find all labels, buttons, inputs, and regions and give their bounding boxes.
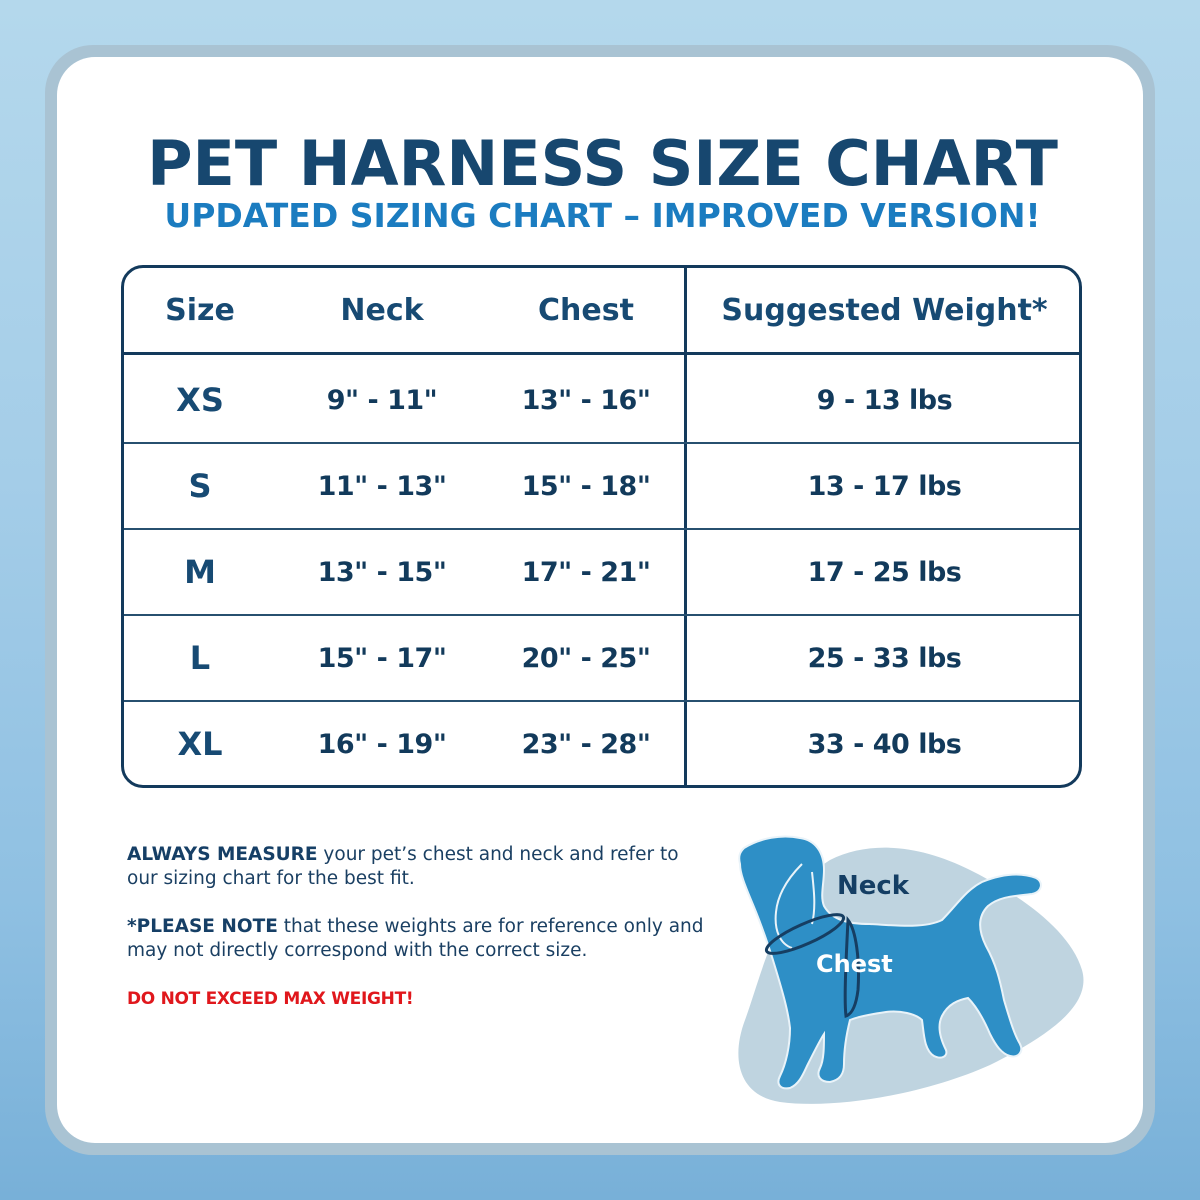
dog-measurement-icon xyxy=(720,820,1100,1120)
measure-note-bold: ALWAYS MEASURE xyxy=(127,844,318,865)
cell-weight: 17 - 25 lbs xyxy=(807,556,962,588)
chest-label: Chest xyxy=(816,950,893,978)
cell-size: M xyxy=(184,553,216,591)
cell-size: S xyxy=(188,467,212,505)
cell-size: XL xyxy=(177,725,223,763)
cell-chest: 15" - 18" xyxy=(521,470,651,502)
size-table: Size Neck Chest Suggested Weight* XS 9" … xyxy=(121,265,1082,788)
weight-note: *PLEASE NOTE that these weights are for … xyxy=(127,915,707,963)
cell-size: XS xyxy=(176,381,224,419)
table-row: XS 9" - 11" 13" - 16" 9 - 13 lbs xyxy=(124,358,1079,444)
column-divider xyxy=(684,268,687,785)
measure-note: ALWAYS MEASURE your pet’s chest and neck… xyxy=(127,843,707,891)
ear-line xyxy=(774,863,803,949)
cell-neck: 16" - 19" xyxy=(317,728,447,760)
column-header-chest: Chest xyxy=(538,292,634,328)
table-row: XL 16" - 19" 23" - 28" 33 - 40 lbs xyxy=(124,702,1079,785)
neck-loop xyxy=(764,913,846,955)
cell-neck: 13" - 15" xyxy=(317,556,447,588)
cell-weight: 9 - 13 lbs xyxy=(816,384,953,416)
cell-size: L xyxy=(189,639,211,677)
sizing-notes: ALWAYS MEASURE your pet’s chest and neck… xyxy=(127,843,707,1035)
column-header-neck: Neck xyxy=(340,292,424,328)
cell-chest: 23" - 28" xyxy=(521,728,651,760)
page-subtitle: UPDATED SIZING CHART – IMPROVED VERSION! xyxy=(164,196,1041,235)
cell-chest: 13" - 16" xyxy=(521,384,651,416)
cell-neck: 15" - 17" xyxy=(317,642,447,674)
table-row: S 11" - 13" 15" - 18" 13 - 17 lbs xyxy=(124,444,1079,530)
cell-neck: 9" - 11" xyxy=(326,384,438,416)
cell-weight: 13 - 17 lbs xyxy=(807,470,962,502)
cell-chest: 20" - 25" xyxy=(521,642,651,674)
cell-weight: 25 - 33 lbs xyxy=(807,642,962,674)
measure-note-text: your pet’s chest and neck and refer to o… xyxy=(127,844,679,889)
cell-chest: 17" - 21" xyxy=(521,556,651,588)
neck-label: Neck xyxy=(837,871,910,901)
weight-note-text: that these weights are for reference onl… xyxy=(127,916,704,961)
weight-note-bold: *PLEASE NOTE xyxy=(127,916,278,937)
table-row: M 13" - 15" 17" - 21" 17 - 25 lbs xyxy=(124,530,1079,616)
cell-neck: 11" - 13" xyxy=(317,470,447,502)
cell-weight: 33 - 40 lbs xyxy=(807,728,962,760)
max-weight-warning: DO NOT EXCEED MAX WEIGHT! xyxy=(127,989,414,1009)
column-header-size: Size xyxy=(165,292,235,328)
column-header-weight: Suggested Weight* xyxy=(721,292,1048,328)
table-row: L 15" - 17" 20" - 25" 25 - 33 lbs xyxy=(124,616,1079,702)
chest-loop xyxy=(843,915,860,1019)
table-header-row: Size Neck Chest Suggested Weight* xyxy=(124,268,1079,355)
page-title: PET HARNESS SIZE CHART xyxy=(147,127,1058,200)
